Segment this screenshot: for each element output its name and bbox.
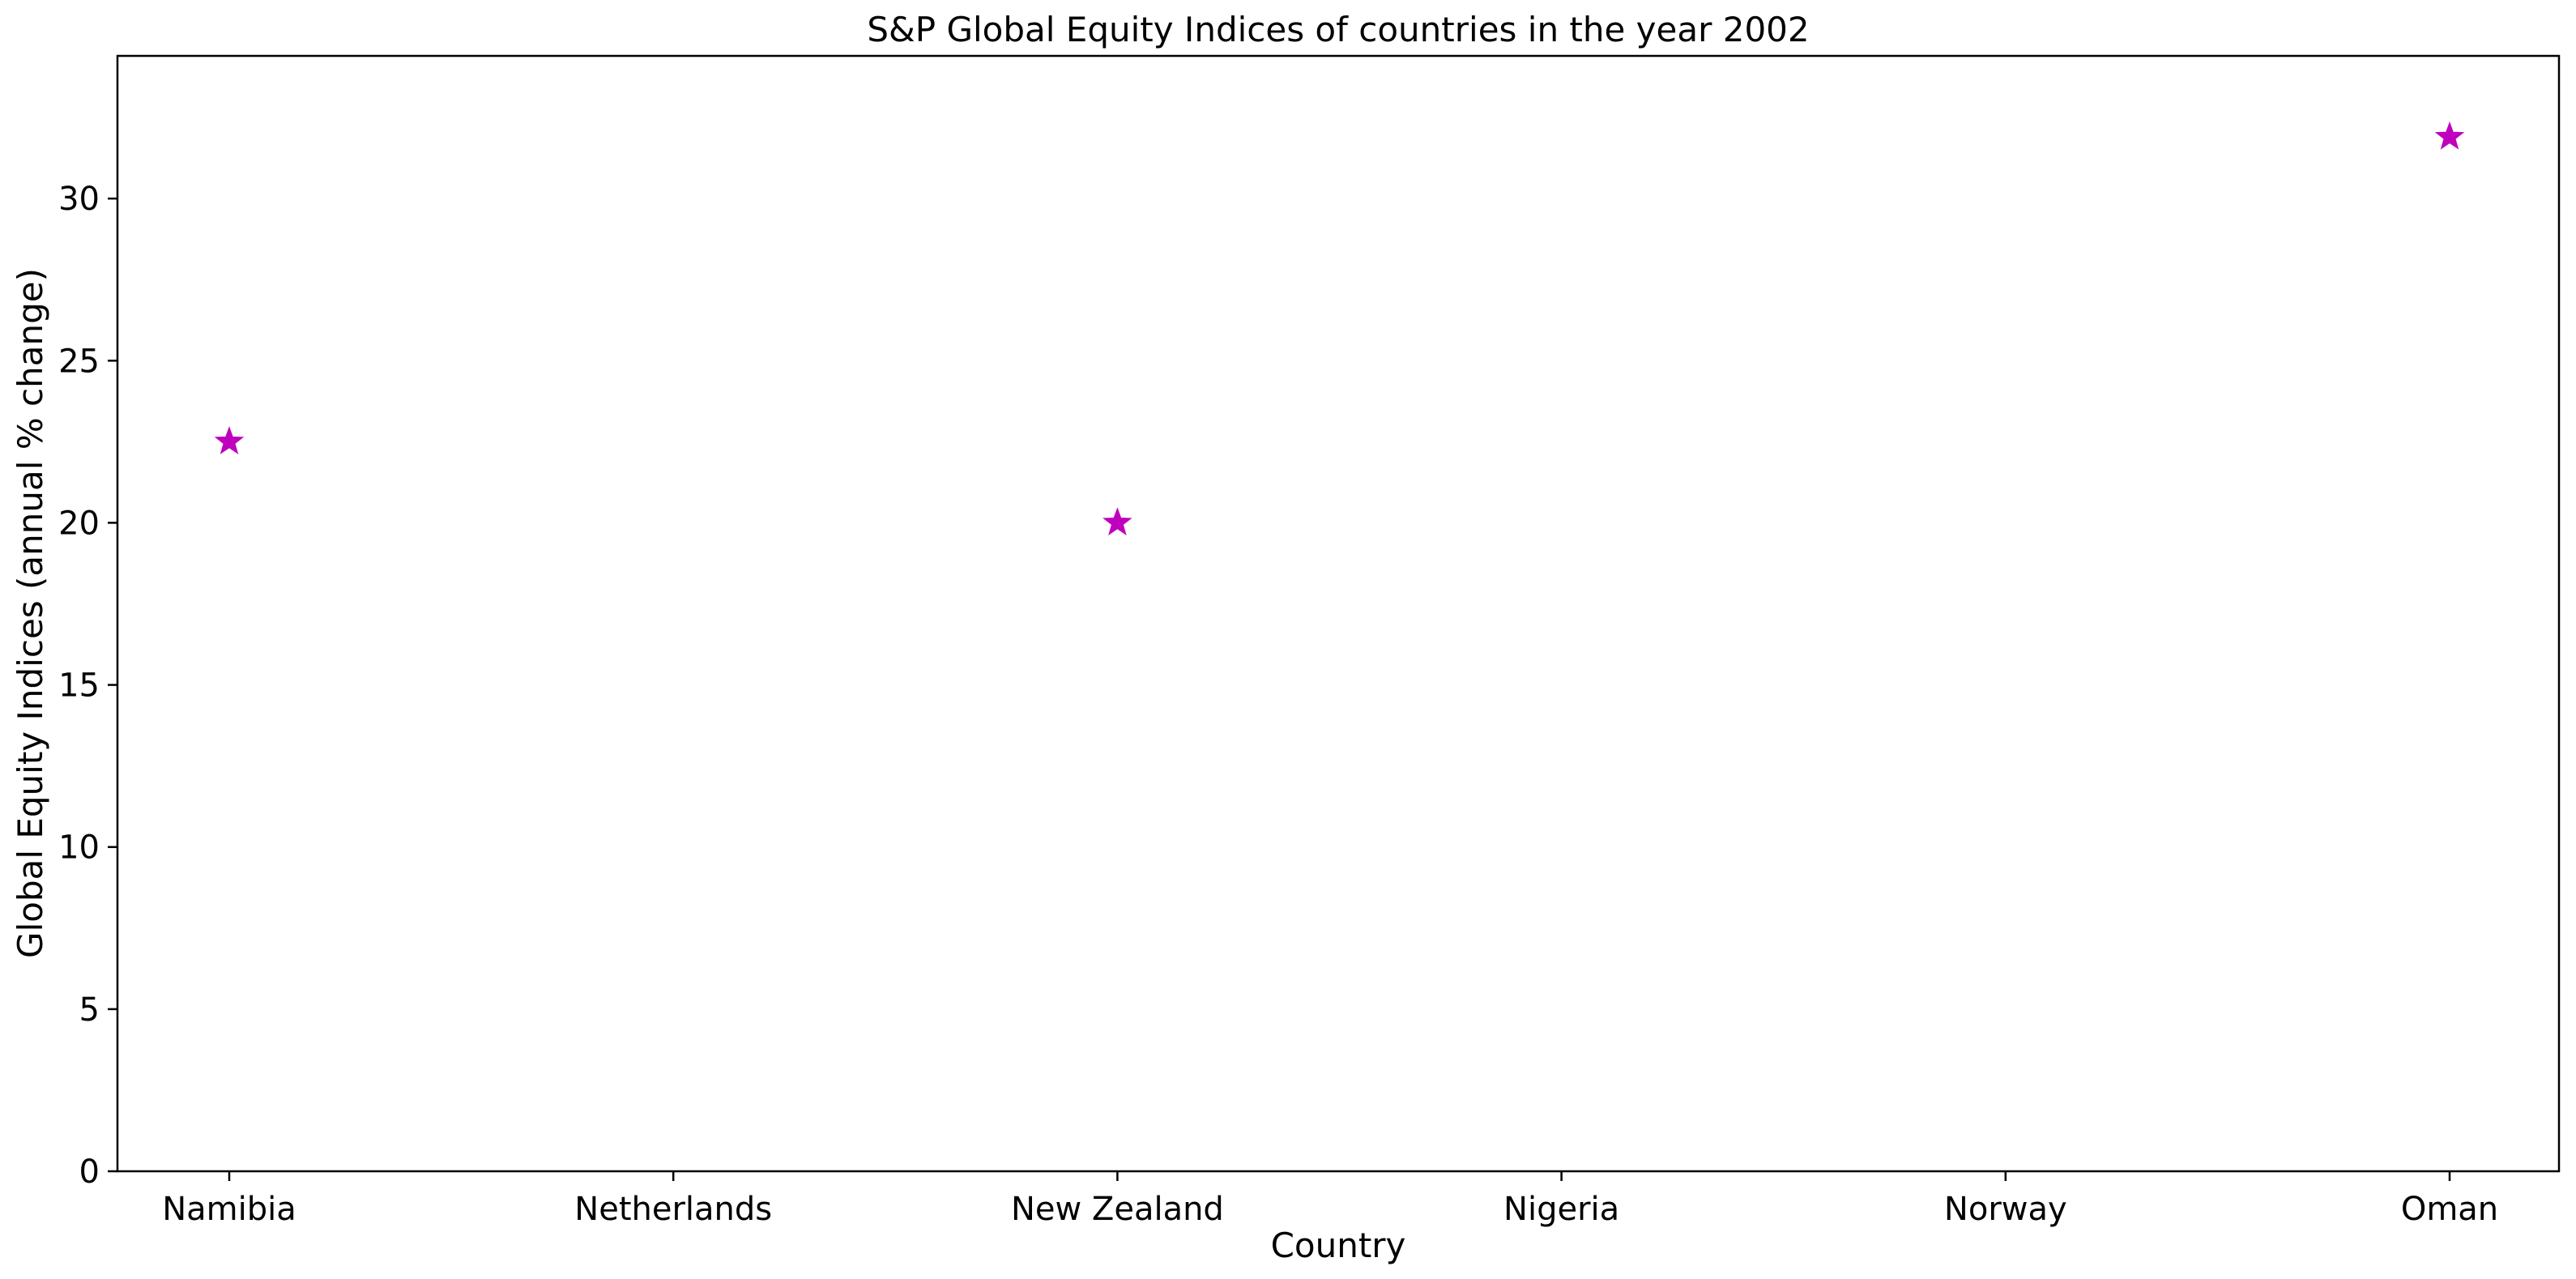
- y-tick-label: 5: [79, 991, 100, 1029]
- x-tick-label-new-zealand: New Zealand: [1011, 1191, 1224, 1228]
- data-point-new-zealand: [1102, 507, 1132, 535]
- y-tick-label: 0: [79, 1153, 100, 1191]
- x-tick-label-oman: Oman: [2401, 1191, 2498, 1228]
- y-tick-label: 20: [58, 505, 100, 542]
- data-point-oman: [2434, 121, 2465, 150]
- y-tick-label: 30: [58, 181, 100, 218]
- y-tick-label: 10: [58, 829, 100, 867]
- y-axis: 0 5 10 15 20 25 30: [58, 181, 117, 1191]
- y-tick-label: 15: [58, 667, 100, 705]
- y-axis-label: Global Equity Indices (annual % change): [11, 268, 50, 958]
- y-tick-label: 25: [58, 343, 100, 380]
- x-tick-label-norway: Norway: [1944, 1191, 2067, 1228]
- x-tick-label-nigeria: Nigeria: [1503, 1191, 1619, 1228]
- x-axis-label: Country: [1271, 1226, 1406, 1265]
- chart-title: S&P Global Equity Indices of countries i…: [867, 10, 1809, 49]
- x-axis: Namibia Netherlands New Zealand Nigeria Norw…: [162, 1171, 2498, 1228]
- plot-area-frame: [116, 54, 2561, 1173]
- x-tick-label-namibia: Namibia: [162, 1191, 296, 1228]
- x-tick-label-netherlands: Netherlands: [574, 1191, 772, 1228]
- data-points: [214, 121, 2465, 535]
- data-point-namibia: [214, 426, 245, 454]
